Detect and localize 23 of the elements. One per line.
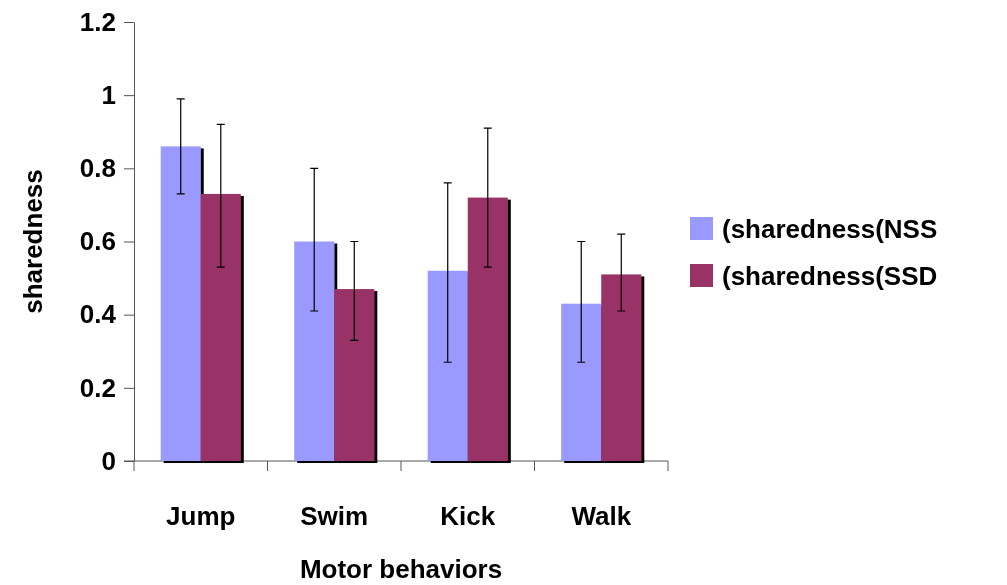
bar [160, 146, 201, 461]
bar [561, 303, 602, 461]
y-tick-label: 0.6 [79, 226, 116, 257]
y-tick-label: 0 [101, 445, 116, 476]
legend-label: (sharedness(NSS [722, 214, 938, 244]
bar [467, 197, 508, 461]
y-tick-label: 1.2 [79, 6, 116, 37]
bar [200, 193, 241, 461]
y-tick-label: 0.2 [79, 372, 116, 403]
x-tick-label: Swim [300, 501, 369, 531]
y-axis-title: sharedness [18, 169, 48, 314]
legend-label: (sharedness(SSD [722, 261, 938, 291]
y-tick-label: 0.4 [79, 299, 117, 330]
bar [294, 241, 335, 461]
x-axis-title: Motor behaviors [299, 554, 503, 584]
bar [427, 270, 468, 461]
bar [334, 289, 375, 461]
y-tick-label: 0.8 [79, 153, 116, 184]
x-tick-label: Walk [571, 501, 632, 531]
x-tick-label: Jump [166, 501, 236, 531]
x-tick-label: Kick [440, 501, 496, 531]
bar [601, 274, 642, 461]
y-tick-label: 1 [101, 79, 116, 110]
